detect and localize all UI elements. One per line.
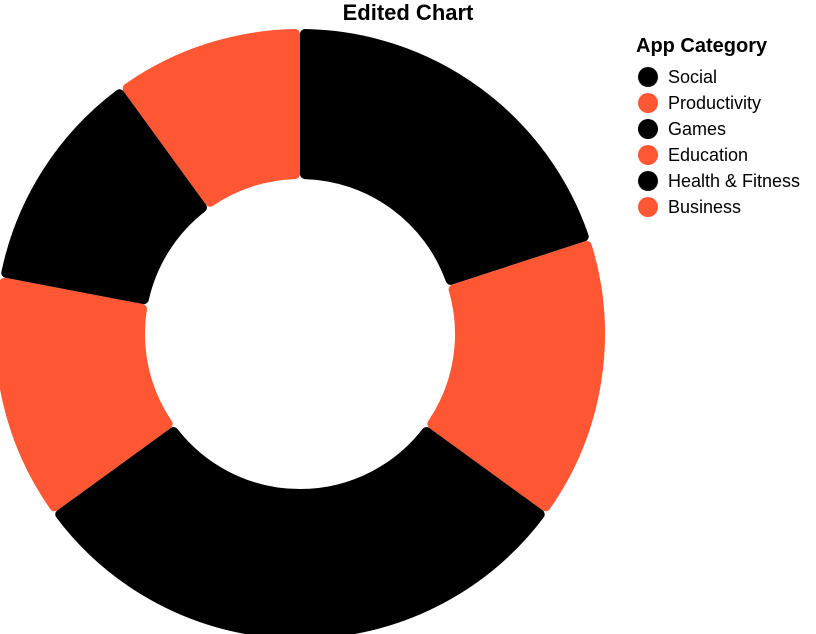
slice-health-fitness	[1, 89, 207, 305]
legend-label-productivity: Productivity	[668, 93, 761, 113]
legend: App Category Social Productivity Games Educ…	[636, 35, 800, 217]
legend-marker-productivity	[638, 93, 658, 113]
legend-marker-games	[638, 119, 658, 139]
legend-items: Social Productivity Games Education Health &…	[638, 67, 800, 217]
legend-marker-business	[638, 197, 658, 217]
slice-business	[122, 29, 301, 207]
chart-title: Edited Chart	[343, 0, 474, 25]
slice-social	[299, 29, 589, 285]
slice-productivity	[427, 241, 605, 512]
slice-education	[0, 277, 173, 512]
legend-marker-social	[638, 67, 658, 87]
donut-slices	[0, 29, 605, 634]
legend-title: App Category	[636, 35, 768, 57]
legend-marker-health-fitness	[638, 171, 658, 191]
legend-label-games: Games	[668, 119, 726, 139]
legend-label-social: Social	[668, 67, 717, 87]
legend-label-health-fitness: Health & Fitness	[668, 171, 800, 191]
slice-games	[55, 427, 545, 634]
legend-marker-education	[638, 145, 658, 165]
legend-label-business: Business	[668, 197, 741, 217]
legend-label-education: Education	[668, 145, 748, 165]
